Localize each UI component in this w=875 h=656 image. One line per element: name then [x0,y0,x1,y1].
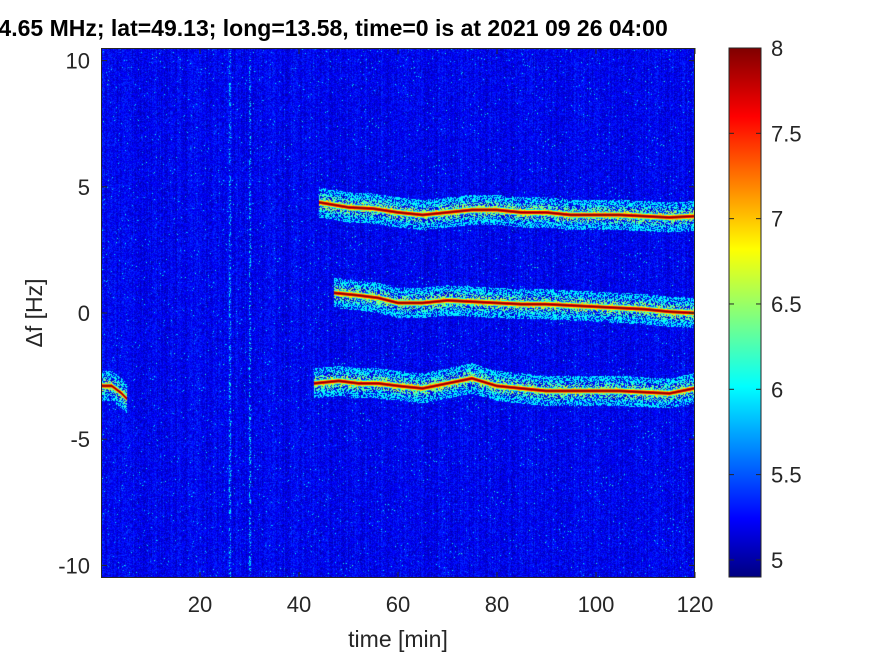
x-tick-label: 120 [677,592,714,617]
plot-area [101,48,695,578]
x-tick-label: 40 [287,592,311,617]
colorbar-tick-label: 6.5 [771,292,802,317]
colorbar [728,47,762,578]
colorbar-tick-label: 7.5 [771,121,802,146]
colorbar-axis: 8 7.5 7 6.5 6 5.5 5 [729,36,802,573]
colorbar-tick-label: 5.5 [771,463,802,488]
colorbar-tick-label: 8 [771,36,783,61]
y-tick-label: 10 [66,49,90,74]
y-tick-label: -10 [58,553,90,578]
spectrogram-image [102,49,694,577]
y-tick-label: 5 [78,175,90,200]
y-tick-label: 0 [78,301,90,326]
y-axis-label: Δf [Hz] [21,278,47,347]
x-axis-label: time [min] [348,626,448,652]
x-tick-label: 20 [188,592,212,617]
y-tick-label: -5 [70,427,90,452]
colorbar-tick-label: 5 [771,548,783,573]
x-tick-label: 80 [485,592,509,617]
x-tick-label: 100 [578,592,615,617]
chart-title: =4.65 MHz; lat=49.13; long=13.58, time=0… [0,15,668,41]
x-tick-label: 60 [386,592,410,617]
colorbar-tick-label: 6 [771,377,783,402]
colorbar-tick-label: 7 [771,207,783,232]
